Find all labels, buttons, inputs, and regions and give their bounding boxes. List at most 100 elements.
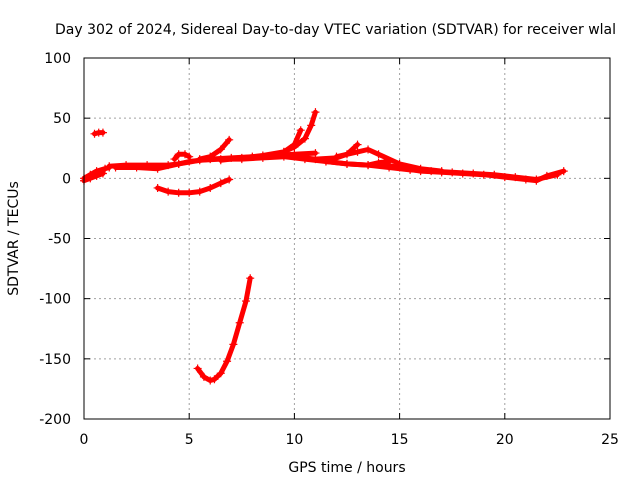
series-arc-2	[80, 169, 107, 185]
plot-frame	[83, 57, 611, 420]
data-point	[105, 162, 114, 171]
data-point	[395, 163, 404, 172]
series-line	[270, 109, 318, 158]
data-point	[170, 155, 179, 164]
x-tick-label: 10	[285, 432, 303, 448]
series-arc-3	[90, 128, 107, 138]
data-point	[237, 153, 246, 162]
data-point	[311, 108, 320, 117]
data-point	[374, 159, 383, 168]
tick-layer	[83, 57, 611, 420]
data-point	[111, 163, 120, 172]
data-point	[92, 171, 101, 180]
data-point	[132, 163, 141, 172]
y-tick-label: 0	[62, 171, 71, 187]
x-tick-label: 25	[601, 432, 619, 448]
data-point	[311, 155, 320, 164]
y-tick-label: -100	[39, 292, 71, 308]
data-point	[225, 135, 234, 144]
data-point	[193, 364, 202, 373]
data-point	[206, 152, 215, 161]
series-arc-7	[170, 150, 194, 164]
data-point	[437, 168, 446, 177]
data-point	[269, 151, 278, 160]
data-point	[174, 159, 183, 168]
data-point	[374, 150, 383, 159]
x-tick-label: 0	[80, 432, 89, 448]
data-point	[210, 375, 219, 384]
series-line	[195, 275, 253, 383]
data-point	[195, 187, 204, 196]
data-point	[458, 169, 467, 178]
series-line	[81, 171, 106, 184]
data-point	[206, 376, 215, 385]
y-tick-label: -200	[39, 412, 71, 428]
data-point	[223, 357, 232, 366]
data-point	[216, 145, 225, 154]
data-point	[180, 150, 189, 159]
data-point	[532, 176, 541, 185]
grid-layer	[84, 58, 610, 419]
data-point	[86, 174, 95, 183]
data-point	[300, 134, 309, 143]
tick-label-layer: 0 5 10 15 20 25 -200 -150 -100 -50 0 50 100	[39, 51, 619, 448]
data-point	[332, 152, 341, 161]
data-point	[174, 188, 183, 197]
data-point	[416, 167, 425, 176]
data-point	[364, 145, 373, 154]
chart-title: Day 302 of 2024, Sidereal Day-to-day VTE…	[55, 22, 616, 38]
data-point	[258, 151, 267, 160]
x-tick-label: 5	[185, 432, 194, 448]
data-point	[206, 183, 215, 192]
data-point	[290, 143, 299, 152]
y-tick-label: -50	[48, 232, 71, 248]
data-point	[246, 274, 255, 283]
data-point	[225, 175, 234, 184]
data-point	[364, 161, 373, 170]
data-point	[542, 171, 551, 180]
data-point	[279, 147, 288, 156]
data-point	[242, 297, 251, 306]
y-tick-label: -150	[39, 352, 71, 368]
data-point	[353, 140, 362, 149]
series-arc-6	[153, 175, 234, 197]
data-point	[321, 157, 330, 166]
data-point	[216, 179, 225, 188]
data-point	[195, 155, 204, 164]
data-point	[479, 170, 488, 179]
x-axis-label: GPS time / hours	[288, 460, 405, 476]
data-point	[235, 318, 244, 327]
data-point	[153, 183, 162, 192]
data-point	[216, 156, 225, 165]
data-point	[343, 159, 351, 168]
data-point	[559, 167, 568, 176]
data-point	[307, 121, 316, 130]
data-point	[199, 372, 208, 381]
y-tick-label: 50	[53, 111, 71, 127]
data-point	[98, 169, 107, 178]
x-tick-label: 15	[391, 432, 409, 448]
y-axis-label: SDTVAR / TECUs	[6, 181, 22, 296]
data-point	[500, 173, 509, 182]
data-point	[185, 152, 194, 161]
series-layer	[80, 108, 568, 385]
series-arc-14	[374, 159, 568, 185]
data-point	[296, 126, 305, 135]
data-point	[185, 188, 194, 197]
series-arc-8	[195, 135, 234, 164]
series-arc-15	[193, 274, 255, 385]
data-point	[290, 152, 299, 161]
series-line	[197, 137, 232, 162]
data-point	[90, 129, 99, 138]
x-tick-label: 20	[496, 432, 514, 448]
data-point	[521, 175, 530, 184]
y-tick-label: 100	[44, 51, 71, 67]
series-arc-10	[269, 108, 320, 160]
data-point	[98, 128, 107, 137]
data-point	[101, 164, 110, 173]
data-point	[153, 164, 162, 173]
data-point	[353, 147, 362, 156]
data-point	[229, 340, 238, 349]
data-point	[216, 369, 225, 378]
